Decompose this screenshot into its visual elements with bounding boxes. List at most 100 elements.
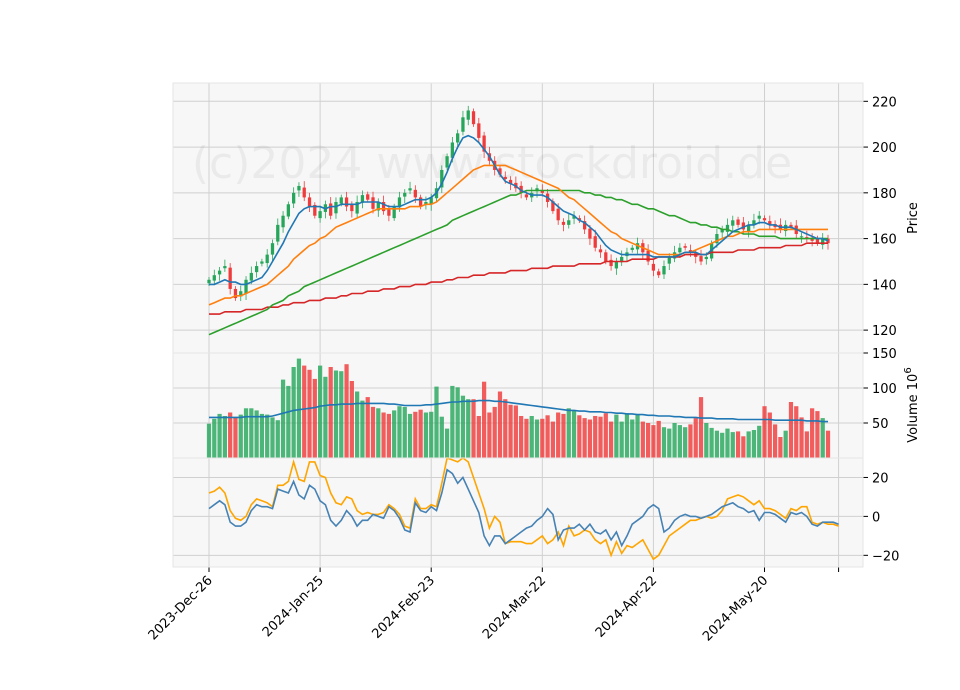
candle-body: [556, 208, 560, 221]
volume-bar: [540, 418, 545, 458]
volume-bar: [418, 409, 423, 458]
volume-bar: [275, 420, 280, 458]
volume-bar: [344, 364, 349, 458]
x-tick-label: 2023-Dec-26: [146, 573, 216, 643]
candle-body: [233, 288, 238, 299]
oscillator-tick-label: −20: [872, 549, 899, 564]
volume-bar: [772, 424, 778, 458]
candle-body: [466, 110, 470, 120]
volume-bar: [370, 406, 376, 458]
volume-bar: [254, 410, 259, 458]
x-tick-label: 2024-May-20: [700, 573, 771, 644]
volume-bar: [799, 417, 804, 458]
volume-bar: [450, 385, 455, 458]
candle-body: [662, 266, 666, 275]
volume-bar: [788, 402, 794, 458]
candle-body: [498, 168, 502, 175]
volume-bar: [651, 425, 656, 458]
volume-bar: [524, 418, 529, 458]
candle-body: [582, 221, 587, 230]
candle-body: [704, 256, 708, 260]
candle-body: [741, 222, 745, 230]
candle-body: [429, 197, 433, 205]
volume-bar: [206, 423, 212, 458]
candle-body: [334, 201, 338, 214]
volume-bar: [735, 431, 741, 458]
candle-body: [265, 254, 269, 264]
volume-bar: [323, 376, 328, 458]
candle-body: [572, 215, 576, 219]
volume-bar: [460, 395, 466, 458]
candle-body: [360, 195, 365, 203]
volume-bar: [307, 369, 312, 458]
candle-body: [249, 272, 253, 281]
volume-bar: [608, 421, 614, 458]
candle-body: [736, 219, 740, 225]
volume-bar: [312, 378, 317, 458]
candle-body: [609, 259, 613, 267]
candle-body: [699, 256, 703, 262]
price-tick-label: 180: [872, 187, 897, 202]
volume-bar: [466, 399, 471, 458]
volume-bar: [423, 412, 429, 458]
volume-bar: [296, 358, 302, 458]
sma-mid-line: [208, 164, 828, 306]
candle-body: [244, 279, 248, 294]
candle-body: [519, 185, 523, 193]
candle-body: [604, 252, 608, 262]
candle-body: [508, 179, 513, 184]
candle-body: [292, 192, 296, 204]
volume-bar: [561, 413, 566, 458]
candle-body: [651, 263, 656, 271]
volume-bar: [392, 410, 397, 458]
volume-bar: [688, 424, 693, 458]
volume-bar: [656, 420, 661, 458]
volume-bar: [672, 423, 677, 458]
volume-bar: [667, 428, 672, 458]
candle-body: [397, 197, 402, 208]
candle-body: [302, 187, 306, 198]
candle-body: [217, 270, 222, 275]
volume-bar: [508, 404, 513, 458]
candle-body: [270, 243, 275, 255]
volume-bar: [804, 431, 809, 458]
volume-bar: [593, 416, 598, 458]
volume-bar: [280, 379, 286, 458]
candle-body: [408, 188, 412, 191]
volume-bar: [439, 416, 444, 458]
candle-body: [683, 246, 687, 248]
candle-body: [297, 185, 301, 191]
volume-bar: [545, 415, 550, 458]
candle-body: [381, 201, 386, 212]
volume-bar: [751, 430, 757, 458]
volume-bar: [778, 437, 783, 458]
volume-bar: [820, 418, 825, 458]
volume-bar: [529, 416, 534, 458]
volume-bar: [550, 421, 556, 458]
volume-bar: [757, 425, 762, 458]
candle-body: [620, 256, 624, 263]
candle-body: [371, 197, 375, 209]
candle-body: [762, 218, 767, 221]
volume-bar: [810, 408, 815, 458]
candle-body: [366, 194, 370, 200]
candle-body: [387, 209, 391, 216]
volume-bar: [402, 406, 407, 458]
candle-body: [757, 215, 761, 219]
volume-bar: [302, 365, 307, 458]
volume-tick-label: 50: [872, 417, 889, 432]
candle-body: [630, 247, 634, 250]
volume-bar: [228, 412, 233, 458]
volume-bar: [349, 381, 354, 458]
candle-body: [424, 201, 428, 205]
candle-body: [313, 204, 317, 216]
volume-bar: [270, 417, 275, 458]
volume-bar: [513, 405, 518, 458]
volume-average-line: [209, 399, 828, 423]
candle-body: [471, 111, 476, 125]
volume-bar: [661, 427, 667, 458]
volume-bar: [556, 412, 561, 458]
price-tick-label: 200: [872, 141, 897, 156]
volume-bar: [566, 408, 571, 458]
